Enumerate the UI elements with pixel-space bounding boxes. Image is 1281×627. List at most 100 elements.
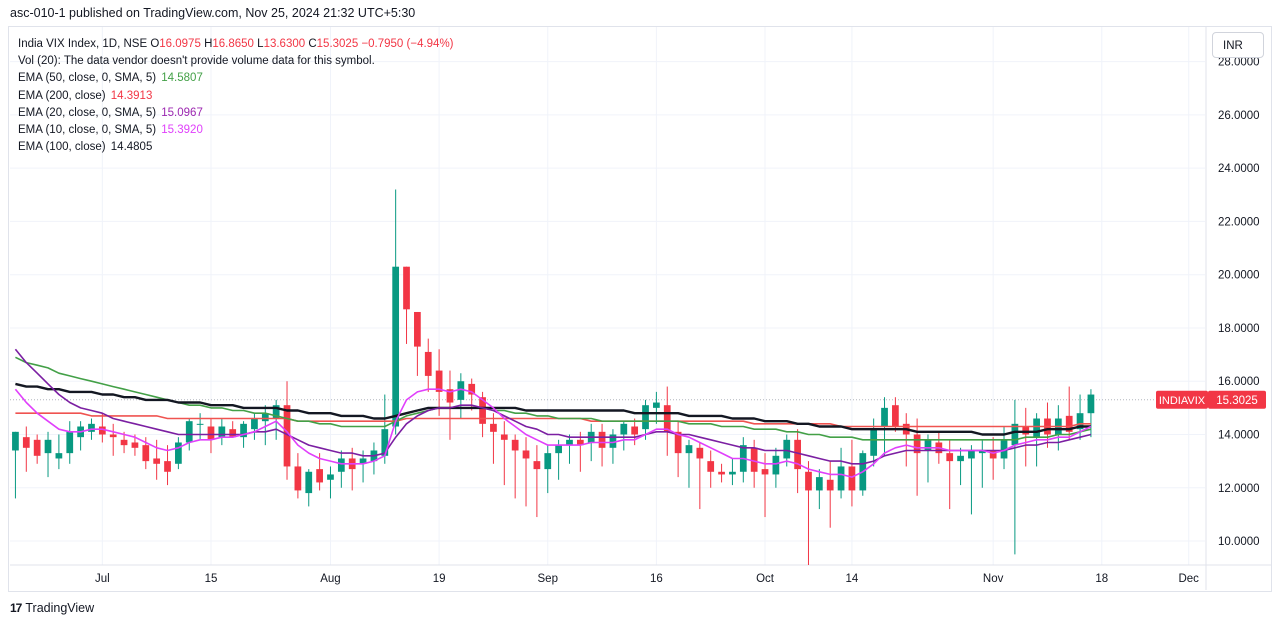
candle-body [620, 423, 628, 435]
y-tick-label: 10.0000 [1218, 536, 1260, 548]
indicator-ema100[interactable]: EMA (100, close) 14.4805 [18, 139, 454, 156]
candle-body [794, 439, 801, 470]
candle-body [207, 426, 215, 440]
candle-body [66, 431, 74, 454]
candle-body [240, 423, 247, 438]
y-tick-label: 22.0000 [1218, 216, 1260, 228]
candle-body [229, 429, 237, 438]
candle-body [913, 434, 921, 454]
symbol-badge-label: INDIAVIX [1159, 395, 1206, 407]
candle-body [185, 421, 193, 443]
candle-body [283, 405, 291, 467]
candle-body [848, 466, 856, 491]
x-tick-label: Nov [983, 573, 1004, 585]
candle-body [609, 434, 617, 448]
y-tick-label: 18.0000 [1218, 323, 1260, 335]
indicator-label: EMA (100, close) [18, 141, 106, 154]
candle-body [957, 455, 964, 462]
x-tick-label: 15 [205, 573, 218, 585]
ema200-line [15, 412, 1091, 428]
x-tick-label: Oct [756, 573, 775, 585]
candle-body [663, 405, 671, 432]
indicator-label: EMA (50, close, 0, SMA, 5) [18, 72, 157, 85]
candle-body [870, 429, 878, 456]
candle-body [989, 450, 997, 459]
candle-body [500, 434, 508, 440]
candle-body [826, 479, 834, 491]
ohlc-high: 16.8650 [212, 38, 254, 50]
candle-body [653, 402, 660, 408]
ohlc-high-label: H [204, 38, 213, 50]
candle-body [892, 405, 899, 427]
candle-body [685, 445, 693, 454]
ohlc-open: 16.0975 [159, 38, 201, 50]
indicator-ema10[interactable]: EMA (10, close, 0, SMA, 5) 15.3920 [18, 122, 454, 139]
y-tick-label: 20.0000 [1218, 270, 1260, 282]
candle-body [837, 466, 845, 491]
candle-body [598, 431, 606, 448]
candle-body [22, 437, 30, 448]
ohlc-open-label: O [150, 38, 160, 50]
indicator-label: EMA (10, close, 0, SMA, 5) [18, 124, 157, 137]
symbol-name[interactable]: India VIX Index, 1D, NSE [18, 38, 148, 50]
indicator-value: 14.3913 [110, 89, 153, 102]
candle-body [544, 453, 552, 470]
candle-body [924, 439, 932, 451]
candle-body [490, 423, 497, 432]
candle-body [435, 370, 443, 392]
candle-body [12, 431, 19, 451]
candle-body [1000, 439, 1008, 459]
candle-body [403, 266, 410, 310]
candle-body [1033, 418, 1040, 438]
candle-body [511, 439, 519, 451]
candle-body [1087, 394, 1095, 414]
candle-body [359, 458, 367, 464]
currency-button[interactable]: INR [1212, 32, 1264, 58]
candle-body [294, 466, 302, 491]
candle-body [707, 461, 715, 472]
candle-body [729, 471, 736, 475]
ema10-line [14, 388, 1092, 478]
x-tick-label: 19 [433, 573, 446, 585]
candle-body [218, 426, 226, 438]
candle-body [631, 426, 639, 435]
candle-body [1076, 413, 1084, 430]
candle-body [555, 445, 562, 454]
candle-body [1011, 423, 1019, 446]
indicator-ema200[interactable]: EMA (200, close) 14.3913 [18, 88, 454, 105]
candle-body [153, 458, 161, 464]
indicator-label: EMA (200, close) [18, 89, 106, 102]
candle-body [446, 389, 454, 403]
indicator-ema20[interactable]: EMA (20, close, 0, SMA, 5) 15.0967 [18, 105, 454, 122]
y-tick-label: 14.0000 [1218, 429, 1260, 441]
candle-body [533, 461, 541, 470]
ema20-line [14, 348, 1092, 465]
candle-body [327, 474, 334, 480]
indicator-ema50[interactable]: EMA (50, close, 0, SMA, 5) 14.5807 [18, 70, 454, 87]
last-price-badge [1208, 390, 1266, 409]
indicator-value: 15.3920 [161, 124, 203, 137]
ohlc-close: 15.3025 [316, 38, 359, 50]
chart-frame [8, 26, 1272, 592]
candle-body [1065, 415, 1073, 432]
candle-body [946, 453, 954, 462]
tradingview-brand[interactable]: 17 TradingView [10, 601, 94, 615]
candle-body [164, 461, 171, 472]
candle-body [196, 423, 204, 425]
candle-body [761, 469, 769, 475]
tradingview-logo-icon: 17 [10, 601, 22, 615]
y-tick-label: 16.0000 [1218, 376, 1260, 388]
candle-body [424, 351, 432, 376]
candle-body [815, 477, 823, 491]
candle-body [522, 450, 530, 459]
y-tick-label: 24.0000 [1218, 163, 1260, 175]
candle-body [142, 445, 150, 462]
ema50-line [15, 356, 1092, 441]
last-price-value: 15.3025 [1216, 395, 1258, 407]
chart-legend: India VIX Index, 1D, NSE O16.0975 H16.86… [18, 36, 454, 156]
candle-body [718, 471, 725, 475]
y-tick-label: 28.0000 [1218, 57, 1260, 69]
volume-note: Vol (20): The data vendor doesn't provid… [18, 55, 375, 68]
candle-body [109, 434, 117, 438]
